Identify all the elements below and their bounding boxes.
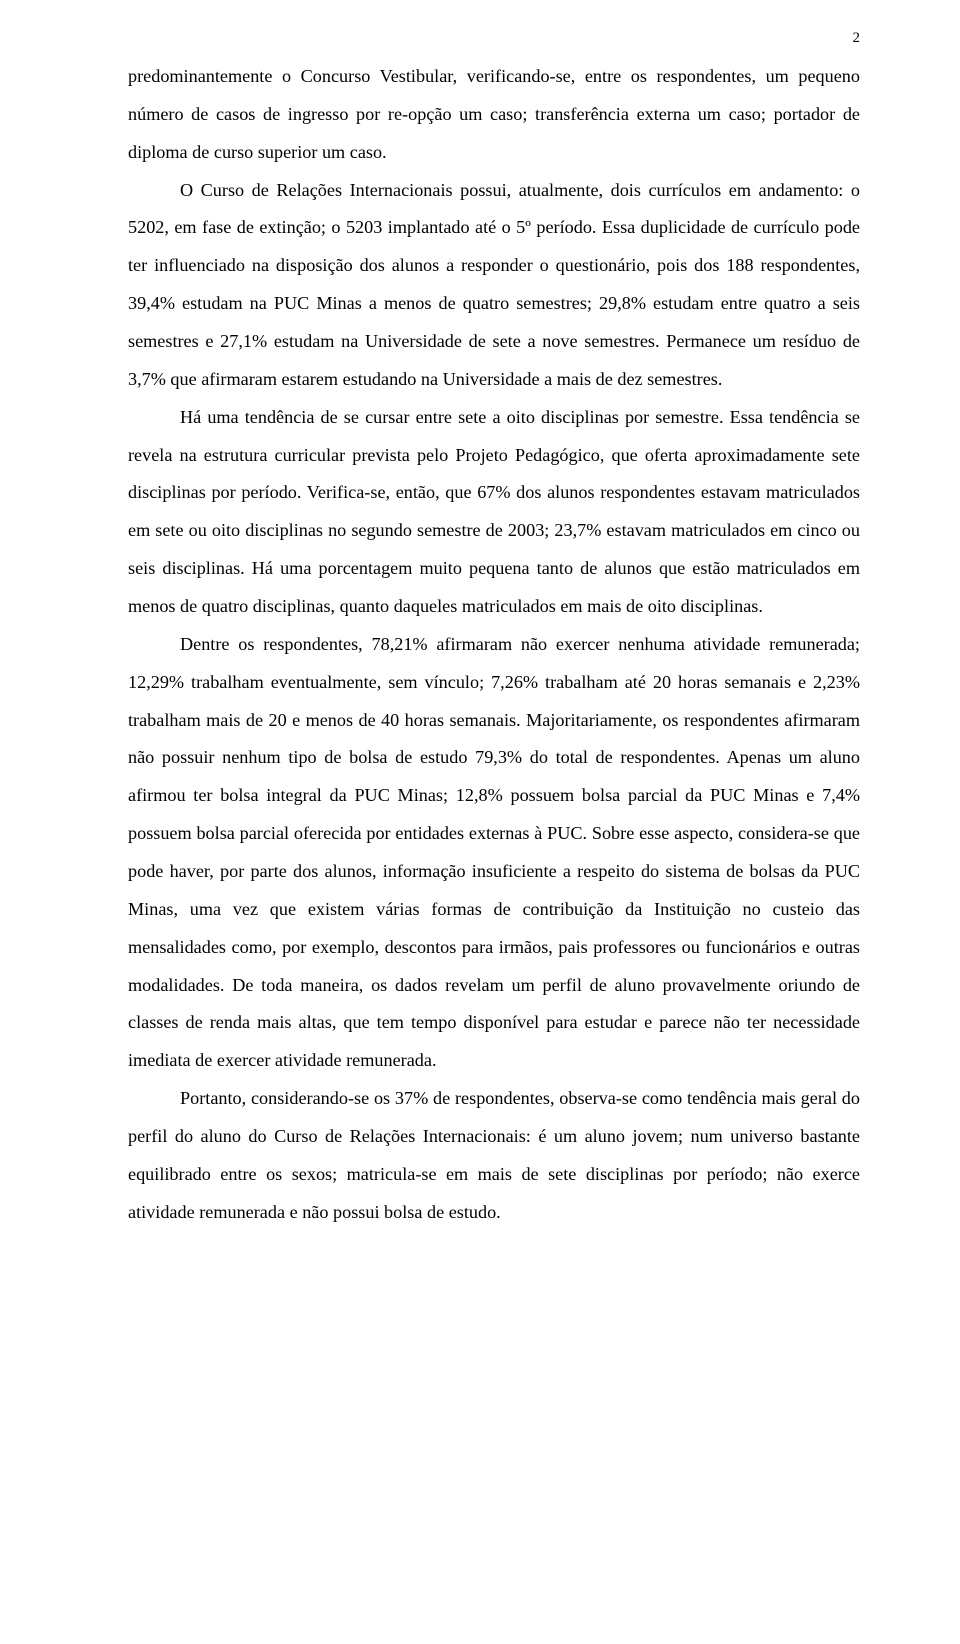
paragraph-3: Há uma tendência de se cursar entre sete… (128, 399, 860, 626)
paragraph-4: Dentre os respondentes, 78,21% afirmaram… (128, 626, 860, 1080)
page-number: 2 (853, 30, 861, 47)
paragraph-5: Portanto, considerando-se os 37% de resp… (128, 1080, 860, 1231)
document-body: predominantemente o Concurso Vestibular,… (128, 58, 860, 1232)
paragraph-1: predominantemente o Concurso Vestibular,… (128, 58, 860, 172)
paragraph-2: O Curso de Relações Internacionais possu… (128, 172, 860, 399)
